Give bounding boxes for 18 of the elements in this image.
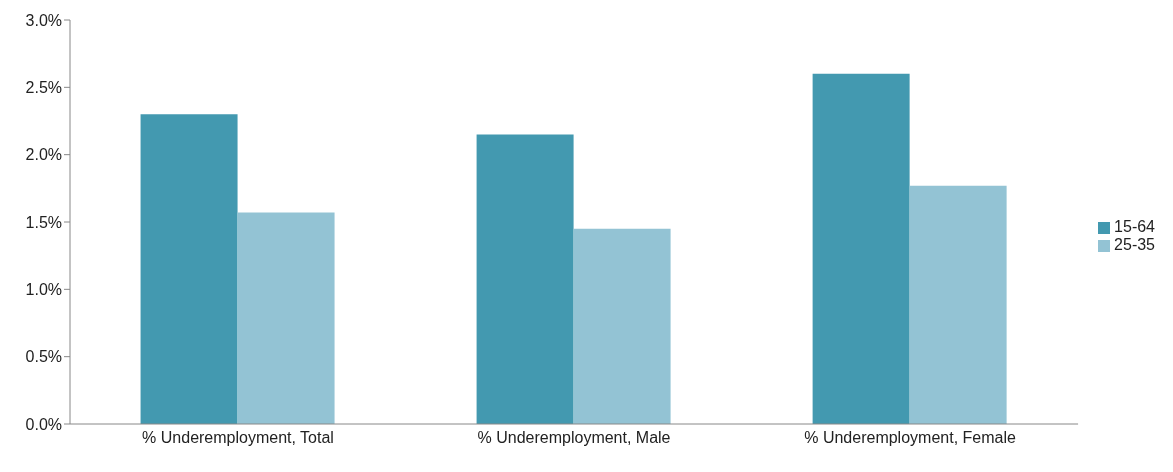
y-tick-label: 2.5% xyxy=(25,79,62,97)
x-tick-label: % Underemployment, Female xyxy=(804,429,1016,447)
bar xyxy=(573,228,671,424)
legend-label: 25-35 xyxy=(1114,236,1155,253)
y-tick-label: 1.0% xyxy=(25,281,62,299)
bar xyxy=(909,185,1007,424)
x-tick-label: % Underemployment, Total xyxy=(142,429,334,447)
legend-label: 15-64 xyxy=(1114,218,1155,235)
bar xyxy=(140,114,238,424)
y-tick-label: 0.5% xyxy=(25,348,62,366)
x-tick-label: % Underemployment, Male xyxy=(477,429,671,447)
y-tick-label: 3.0% xyxy=(25,11,62,29)
bar xyxy=(812,73,910,424)
y-tick-label: 1.5% xyxy=(25,213,62,231)
bar xyxy=(476,134,574,424)
y-tick-label: 0.0% xyxy=(25,415,62,433)
y-tick-label: 2.0% xyxy=(25,146,62,164)
bar xyxy=(237,212,335,424)
